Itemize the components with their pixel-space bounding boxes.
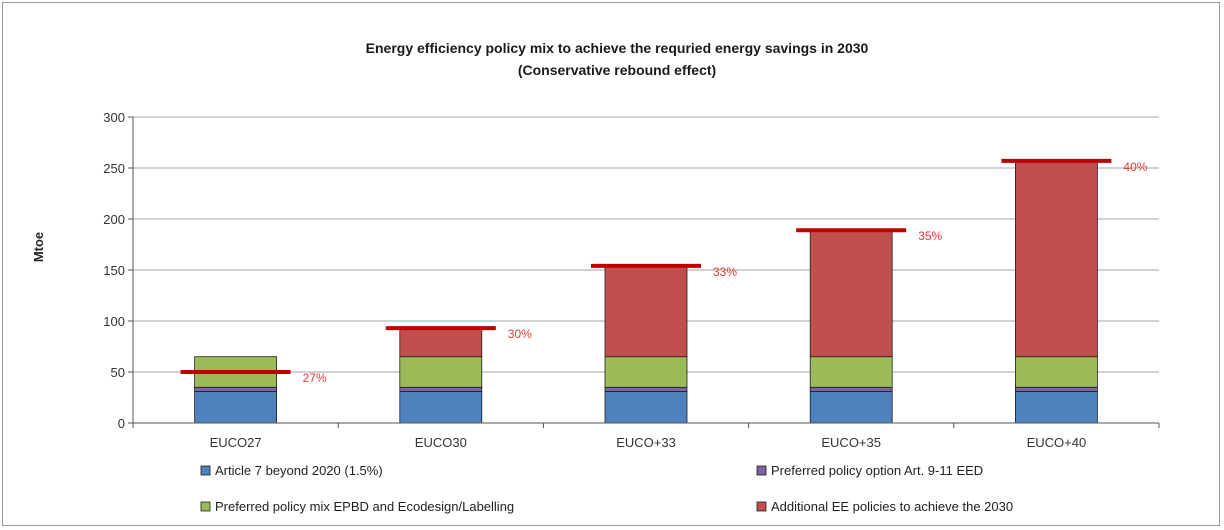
legend-item: Preferred policy option Art. 9-11 EED: [756, 463, 983, 478]
y-tick-label: 0: [118, 416, 125, 431]
target-label: 40%: [1123, 160, 1147, 174]
bar-segment-1: [809, 390, 893, 424]
bar-segment-1: [604, 390, 688, 424]
y-tick-label: 250: [103, 161, 125, 176]
target-label: 35%: [918, 229, 942, 243]
bars: [194, 160, 1098, 424]
x-tick-label: EUCO30: [415, 435, 467, 450]
bar-segment-4: [604, 266, 688, 358]
bar-segment-4: [809, 230, 893, 358]
bar-segment-2: [194, 386, 278, 392]
bar-segment-3: [809, 356, 893, 388]
target-lines: 27% 30% 33% 35% 40%: [180, 158, 1148, 385]
y-tick-label: 150: [103, 263, 125, 278]
x-tick-label: EUCO27: [210, 435, 262, 450]
bar-segment-3: [1015, 356, 1098, 388]
legend: Article 7 beyond 2020 (1.5%) Preferred po…: [200, 463, 1013, 514]
axes: [132, 117, 1159, 424]
legend-swatch: [756, 501, 767, 512]
legend-swatch: [756, 465, 767, 476]
legend-label: Additional EE policies to achieve the 20…: [771, 499, 1013, 514]
bar-segment-2: [399, 386, 483, 392]
x-axis-ticks: EUCO27 EUCO30 EUCO+33 EUCO+35 EUCO+40: [132, 423, 1160, 450]
y-tick-label: 200: [103, 212, 125, 227]
target-label: 27%: [303, 371, 327, 385]
chart-title-line1: Energy efficiency policy mix to achieve …: [366, 40, 869, 56]
chart: Energy efficiency policy mix to achieve …: [31, 40, 1160, 514]
y-axis-label: Mtoe: [31, 232, 46, 262]
legend-label: Preferred policy mix EPBD and Ecodesign/…: [215, 499, 514, 514]
legend-label: Article 7 beyond 2020 (1.5%): [215, 463, 383, 478]
bar-segment-2: [1015, 386, 1098, 392]
legend-item: Article 7 beyond 2020 (1.5%): [200, 463, 383, 478]
legend-item: Additional EE policies to achieve the 20…: [756, 499, 1013, 514]
y-tick-label: 50: [111, 365, 125, 380]
y-tick-label: 100: [103, 314, 125, 329]
legend-swatch: [200, 465, 211, 476]
bar-segment-1: [194, 390, 278, 424]
target-label: 30%: [508, 327, 532, 341]
legend-item: Preferred policy mix EPBD and Ecodesign/…: [200, 499, 514, 514]
target-label: 33%: [713, 265, 737, 279]
x-tick-label: EUCO+35: [821, 435, 881, 450]
bar-segment-4: [399, 327, 483, 358]
legend-swatch: [200, 501, 211, 512]
chart-title-line2: (Conservative rebound effect): [518, 62, 716, 78]
bar-segment-1: [399, 390, 483, 424]
bar-segment-3: [399, 356, 483, 388]
bar-segment-3: [604, 356, 688, 388]
y-axis-ticks: 0 50 100 150 200 250 300: [103, 110, 133, 431]
x-tick-label: EUCO+40: [1027, 435, 1087, 450]
x-tick-label: EUCO+33: [616, 435, 676, 450]
bar-segment-1: [1015, 390, 1098, 424]
bar-segment-2: [604, 386, 688, 392]
legend-label: Preferred policy option Art. 9-11 EED: [771, 463, 983, 478]
bar-segment-4: [1015, 160, 1098, 358]
bar-segment-2: [809, 386, 893, 392]
y-tick-label: 300: [103, 110, 125, 125]
